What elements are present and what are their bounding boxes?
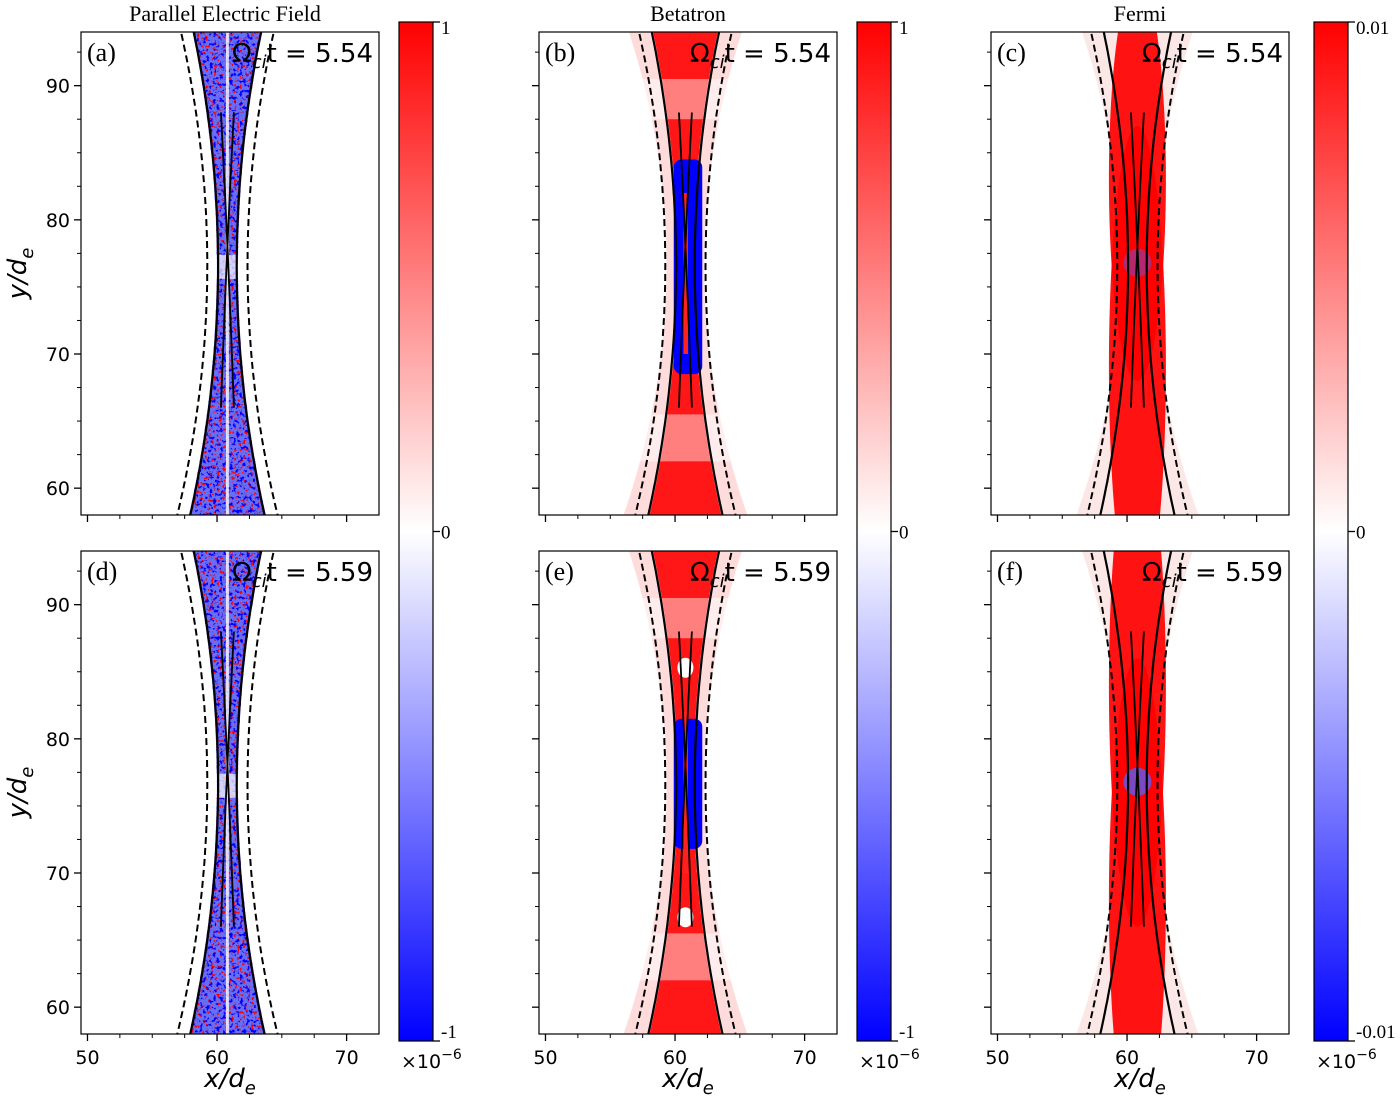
panel-label: (d) <box>87 557 117 586</box>
panel-frame <box>990 31 1290 516</box>
panel-c: (c) Ωcit = 5.54 <box>984 31 1290 522</box>
panel-frame <box>538 550 838 1035</box>
heatmap-field <box>539 32 837 515</box>
colorbar-scale: ×10−6 <box>401 1047 462 1073</box>
heatmap-field <box>81 551 379 1034</box>
panel-b: (b) Ωcit = 5.54 <box>532 31 838 522</box>
colorbar-gradient <box>856 21 892 1042</box>
y-tick-label: 70 <box>46 863 70 885</box>
time-annotation: Ωcit = 5.59 <box>690 558 831 592</box>
panel-label: (a) <box>87 38 116 67</box>
colorbar-tick-label: -1 <box>441 1022 457 1043</box>
y-tick-label: 80 <box>46 729 70 751</box>
panel-frame <box>80 31 380 516</box>
colorbar-tick-label: -0.01 <box>1356 1022 1396 1043</box>
time-annotation: Ωcit = 5.54 <box>690 39 831 73</box>
x-tick-label: 50 <box>533 1047 557 1069</box>
y-axis-label: y/de <box>3 767 38 820</box>
x-axis-label: x/de <box>661 1064 714 1099</box>
y-tick-label: 70 <box>46 344 70 366</box>
panel-frame <box>80 550 380 1035</box>
colorbar-gradient <box>398 21 434 1042</box>
colorbar-tick-label: 1 <box>441 18 451 39</box>
y-tick-label: 80 <box>46 210 70 232</box>
panel-f: 50 60 70 (f) Ωcit = 5.59 <box>984 550 1290 1069</box>
heatmap-field <box>539 551 837 1034</box>
panel-e: 50 60 70 (e) Ωcit = 5.59 <box>532 550 838 1069</box>
heatmap-field <box>991 551 1289 1034</box>
colorbar-fermi: 0.01 0 -0.01 ×10−6 <box>1313 18 1396 1073</box>
panel-label: (e) <box>545 557 574 586</box>
column-title-parallel: Parallel Electric Field <box>129 1 321 26</box>
x-tick-label: 60 <box>205 1047 229 1069</box>
panel-d: 50 60 70 60 70 80 90 (d) Ωcit = 5.59 <box>46 550 380 1069</box>
colorbar-betatron: 1 0 -1 ×10−6 <box>856 18 920 1073</box>
time-annotation: Ωcit = 5.59 <box>1142 558 1283 592</box>
colorbar-scale: ×10−6 <box>859 1047 920 1073</box>
colorbar-tick-label: 0 <box>441 523 451 544</box>
colorbar-tick-label: 0 <box>899 523 909 544</box>
column-title-betatron: Betatron <box>650 1 726 26</box>
heatmap-field <box>81 32 379 515</box>
time-annotation: Ωcit = 5.59 <box>232 558 373 592</box>
x-tick-label: 60 <box>1115 1047 1139 1069</box>
labels-layer: Parallel Electric Field Betatron Fermi y/de… <box>3 1 1166 1099</box>
colorbar-tick-label: -1 <box>899 1022 915 1043</box>
x-tick-label: 70 <box>1245 1047 1269 1069</box>
colorbar-gradient <box>1313 21 1349 1042</box>
x-axis-label: x/de <box>203 1064 256 1099</box>
colorbar-scale: ×10−6 <box>1316 1047 1377 1073</box>
y-axis-label: y/de <box>3 248 38 301</box>
colorbars-layer: 1 0 -1 ×10−6 1 0 -1 ×10−6 0.01 0 -0.01 ×10−6 <box>398 18 1396 1073</box>
panel-frame <box>538 31 838 516</box>
x-tick-label: 50 <box>75 1047 99 1069</box>
x-tick-label: 60 <box>663 1047 687 1069</box>
panel-a: 60 70 80 90 (a) Ωcit = 5.54 <box>46 31 380 522</box>
x-tick-label: 70 <box>335 1047 359 1069</box>
y-tick-label: 60 <box>46 997 70 1019</box>
x-tick-label: 70 <box>793 1047 817 1069</box>
colorbar-tick-label: 0.01 <box>1356 18 1389 39</box>
time-annotation: Ωcit = 5.54 <box>232 39 373 73</box>
colorbar-tick-label: 1 <box>899 18 909 39</box>
panels-layer: 60 70 80 90 (a) Ωcit = 5.54 (b) Ωcit = 5.54 (c) Ω… <box>46 31 1290 1069</box>
y-tick-label: 60 <box>46 478 70 500</box>
panel-label: (b) <box>545 38 575 67</box>
column-title-fermi: Fermi <box>1114 1 1167 26</box>
x-tick-label: 50 <box>985 1047 1009 1069</box>
y-tick-label: 90 <box>46 76 70 98</box>
panel-label: (c) <box>997 38 1026 67</box>
colorbar-parallel: 1 0 -1 ×10−6 <box>398 18 462 1073</box>
x-axis-label: x/de <box>1113 1064 1166 1099</box>
y-tick-label: 90 <box>46 595 70 617</box>
panel-frame <box>990 550 1290 1035</box>
colorbar-tick-label: 0 <box>1356 523 1366 544</box>
panel-label: (f) <box>997 557 1023 586</box>
time-annotation: Ωcit = 5.54 <box>1142 39 1283 73</box>
heatmap-field <box>991 32 1289 515</box>
